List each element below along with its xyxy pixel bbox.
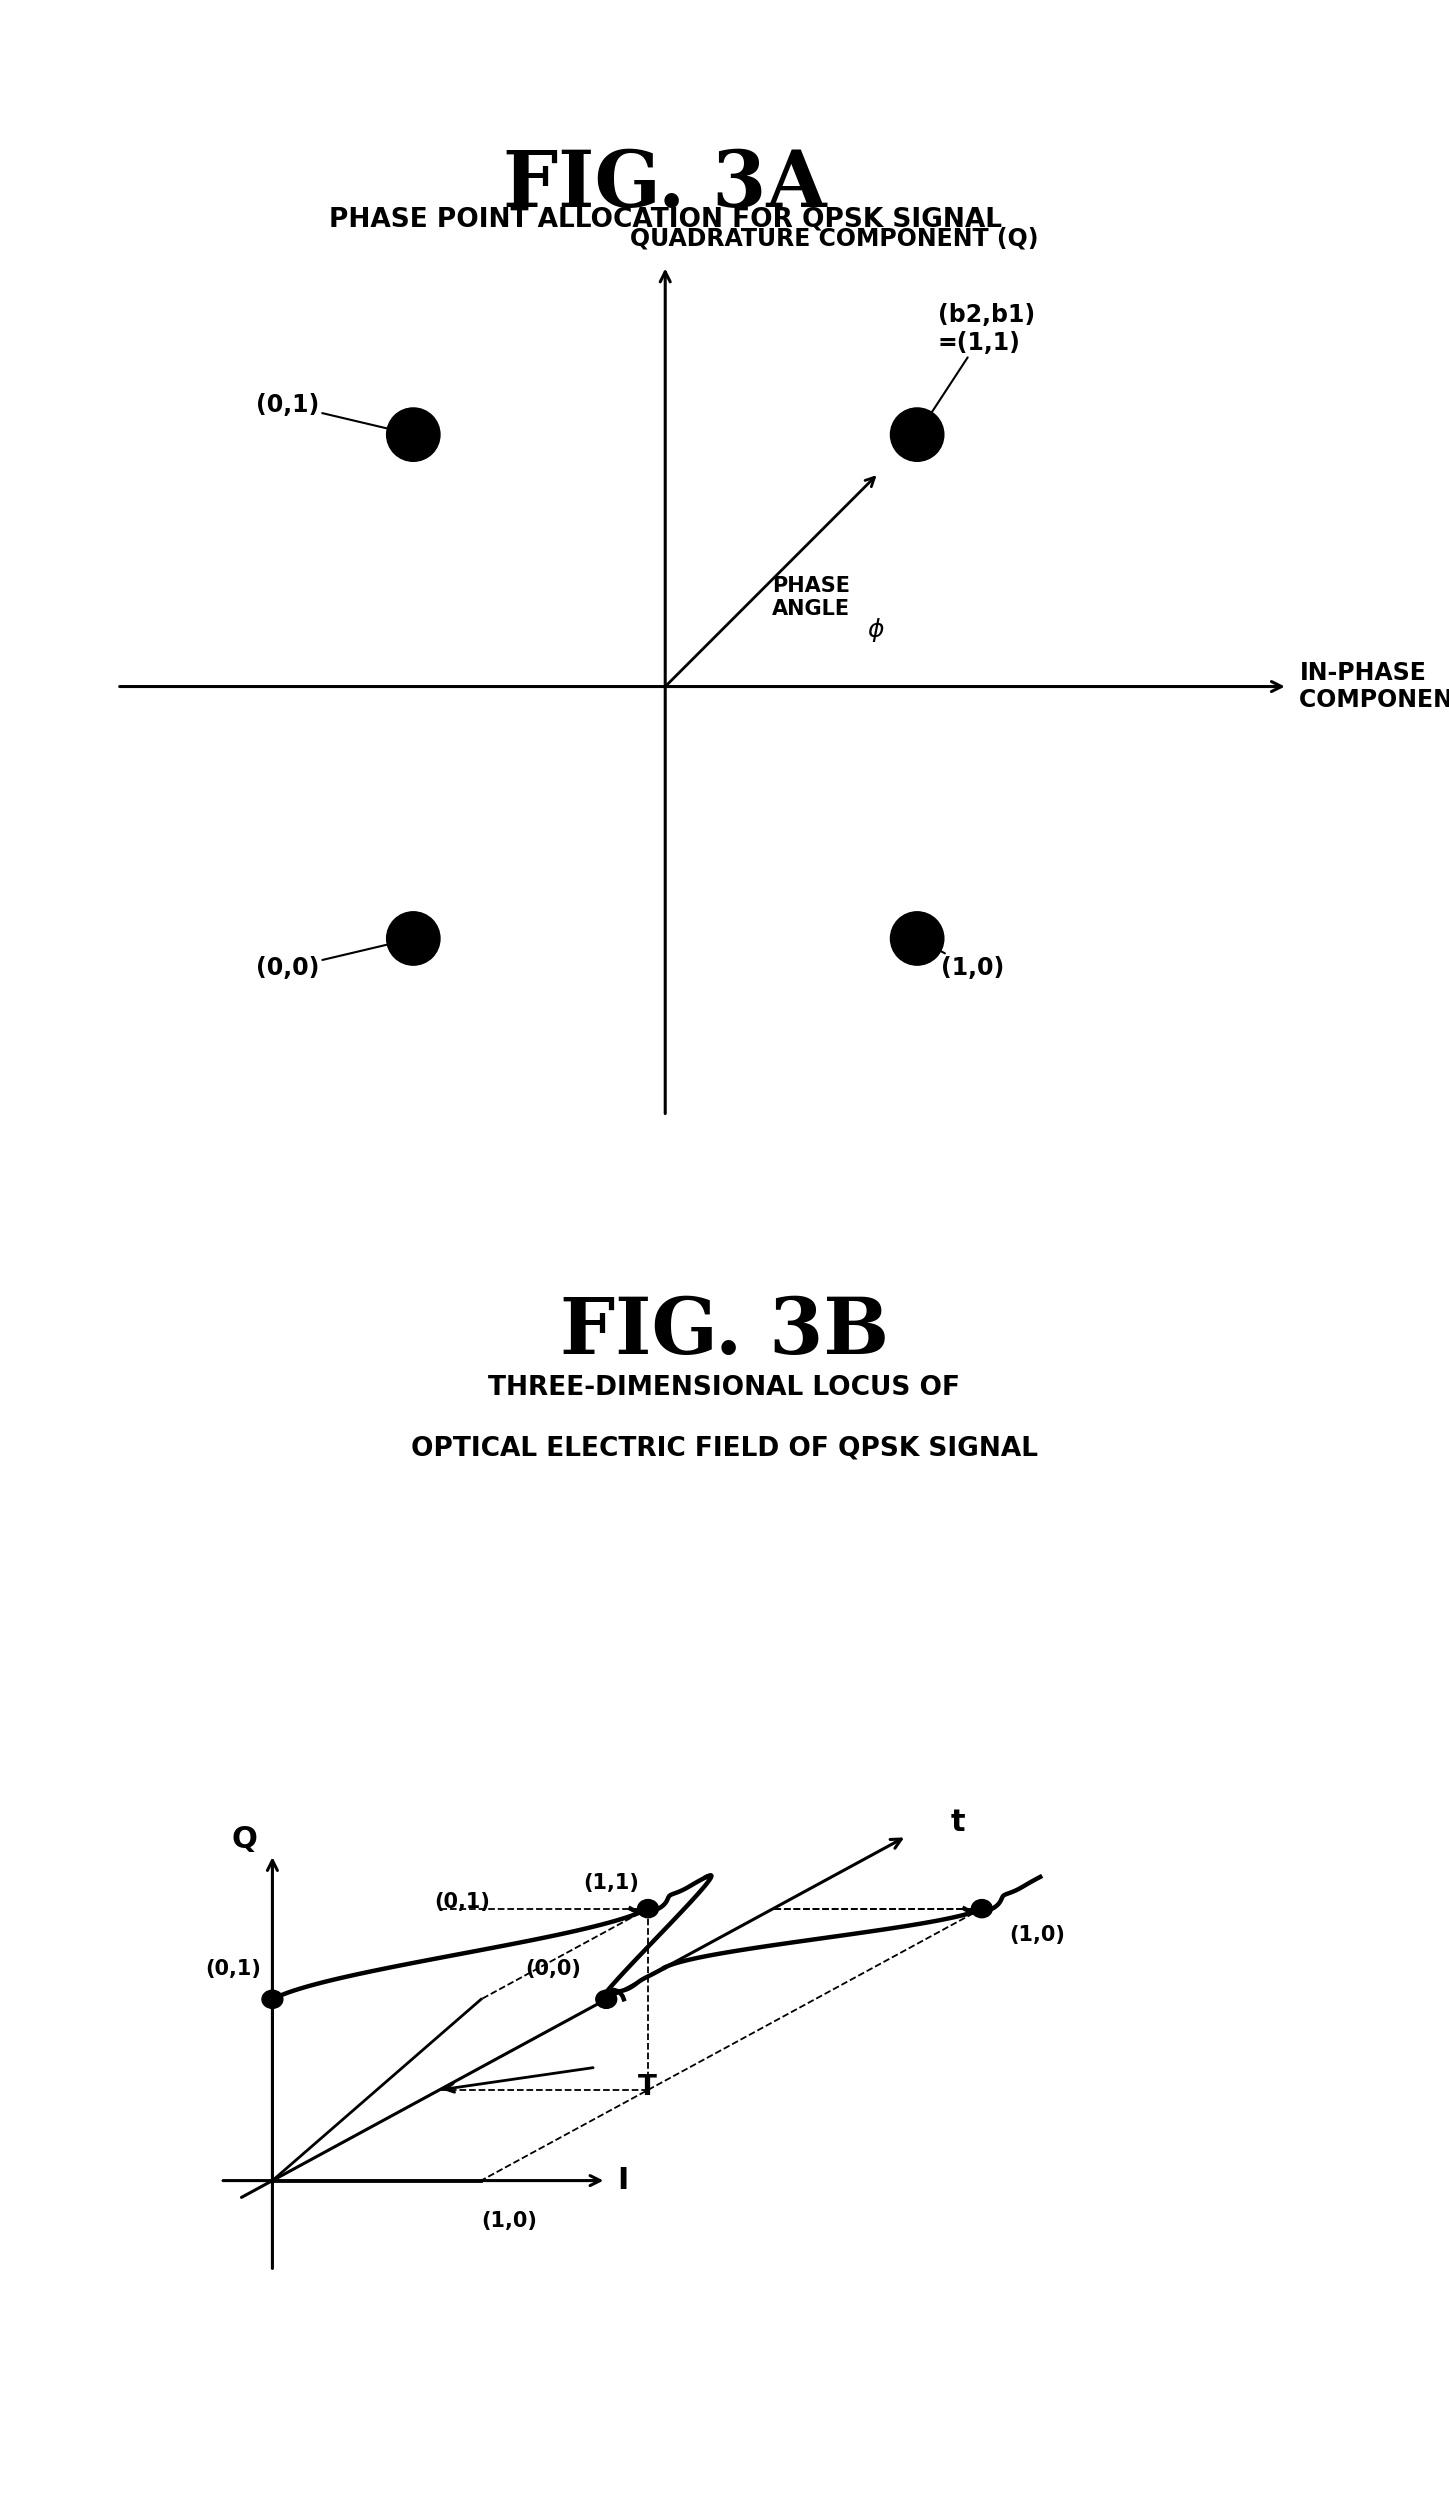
Circle shape [387,912,440,964]
Text: QUADRATURE COMPONENT (Q): QUADRATURE COMPONENT (Q) [630,227,1037,252]
Text: $\phi$: $\phi$ [867,617,884,645]
Circle shape [638,1899,658,1919]
Text: I: I [617,2165,629,2196]
Text: FIG. 3A: FIG. 3A [503,146,827,224]
Circle shape [262,1989,283,2009]
Text: (1,0): (1,0) [481,2211,538,2231]
Text: (0,1): (0,1) [256,393,407,433]
Text: Q: Q [232,1826,258,1853]
Text: (0,0): (0,0) [256,939,407,980]
Text: (1,0): (1,0) [1010,1924,1065,1944]
Circle shape [596,1989,617,2009]
Text: OPTICAL ELECTRIC FIELD OF QPSK SIGNAL: OPTICAL ELECTRIC FIELD OF QPSK SIGNAL [412,1435,1037,1460]
Text: THREE-DIMENSIONAL LOCUS OF: THREE-DIMENSIONAL LOCUS OF [488,1375,961,1400]
Circle shape [387,408,440,461]
Text: (1,0): (1,0) [923,942,1004,980]
Text: (0,0): (0,0) [525,1959,581,1979]
Text: t: t [951,1808,965,1838]
Text: (1,1): (1,1) [582,1873,639,1894]
Circle shape [971,1899,993,1919]
Text: T: T [638,2072,656,2100]
Text: FIG. 3B: FIG. 3B [559,1294,890,1370]
Circle shape [891,408,943,461]
Text: (b2,b1)
=(1,1): (b2,b1) =(1,1) [922,302,1035,428]
Text: (0,1): (0,1) [204,1959,261,1979]
Text: (0,1): (0,1) [435,1891,490,1911]
Text: PHASE POINT ALLOCATION FOR QPSK SIGNAL: PHASE POINT ALLOCATION FOR QPSK SIGNAL [329,206,1001,232]
Circle shape [891,912,943,964]
Text: PHASE
ANGLE: PHASE ANGLE [772,577,851,619]
Text: IN-PHASE
COMPONENT (I): IN-PHASE COMPONENT (I) [1300,660,1449,713]
